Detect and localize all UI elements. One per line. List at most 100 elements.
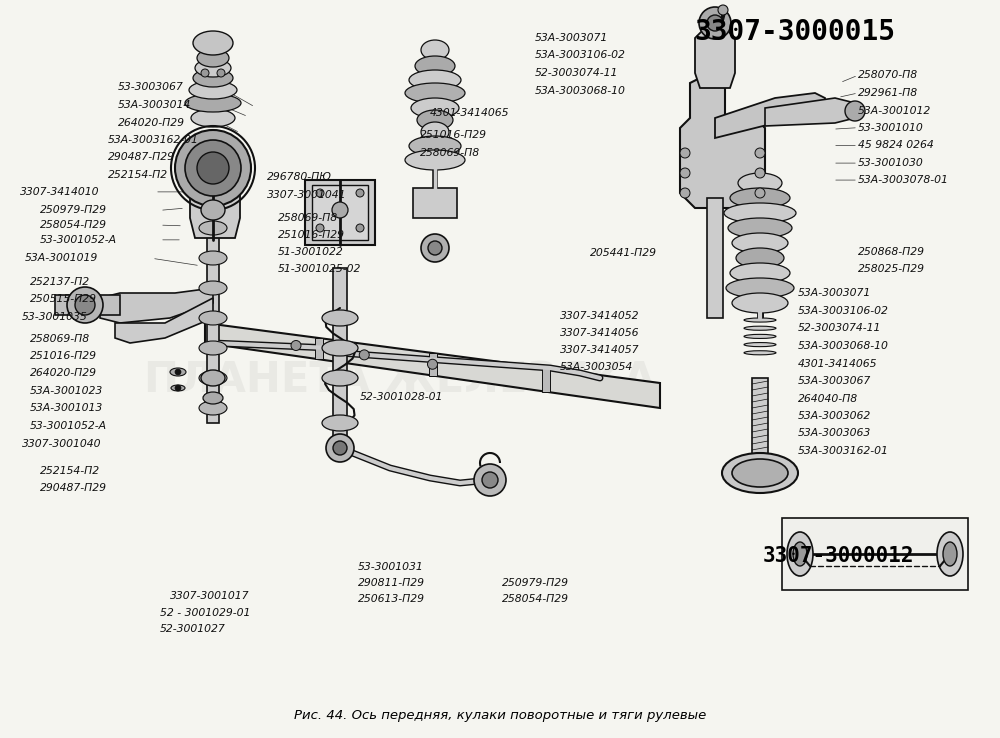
Text: 53А-3003106-02: 53А-3003106-02 bbox=[535, 50, 626, 61]
Text: 53А-3001013: 53А-3001013 bbox=[30, 403, 103, 413]
Bar bbox=[207, 208, 219, 423]
Ellipse shape bbox=[322, 370, 358, 386]
Ellipse shape bbox=[744, 342, 776, 347]
Circle shape bbox=[680, 168, 690, 178]
Text: 53-3001052-А: 53-3001052-А bbox=[40, 235, 117, 245]
Ellipse shape bbox=[201, 200, 225, 220]
Text: 52-3001028-01: 52-3001028-01 bbox=[360, 392, 443, 402]
Text: 290487-П29: 290487-П29 bbox=[40, 483, 107, 493]
Ellipse shape bbox=[75, 295, 95, 315]
Ellipse shape bbox=[332, 202, 348, 218]
Text: 53-3001052-А: 53-3001052-А bbox=[30, 421, 107, 431]
Ellipse shape bbox=[732, 459, 788, 487]
Text: 258054-П29: 258054-П29 bbox=[40, 220, 107, 230]
Ellipse shape bbox=[744, 318, 776, 322]
Ellipse shape bbox=[185, 94, 241, 112]
Polygon shape bbox=[680, 73, 765, 208]
Text: 53А-3003014: 53А-3003014 bbox=[118, 100, 191, 110]
Ellipse shape bbox=[415, 56, 455, 76]
Ellipse shape bbox=[199, 281, 227, 295]
Circle shape bbox=[291, 340, 301, 351]
Ellipse shape bbox=[738, 173, 782, 193]
Ellipse shape bbox=[195, 59, 231, 77]
Text: 53А-3003054: 53А-3003054 bbox=[560, 362, 633, 372]
Circle shape bbox=[316, 224, 324, 232]
Ellipse shape bbox=[744, 326, 776, 331]
Text: 53А-3003071: 53А-3003071 bbox=[798, 288, 871, 298]
Text: 3307-3414010: 3307-3414010 bbox=[20, 187, 100, 197]
Ellipse shape bbox=[203, 392, 223, 404]
Bar bbox=[752, 378, 768, 458]
Ellipse shape bbox=[732, 233, 788, 253]
Text: 53А-3001012: 53А-3001012 bbox=[858, 106, 931, 116]
Text: 252154-П2: 252154-П2 bbox=[40, 466, 100, 476]
Ellipse shape bbox=[322, 310, 358, 326]
Bar bbox=[782, 518, 968, 590]
Ellipse shape bbox=[322, 415, 358, 431]
Text: 53А-3003063: 53А-3003063 bbox=[798, 428, 871, 438]
Text: 53А-3001023: 53А-3001023 bbox=[30, 386, 103, 396]
Text: 258054-П29: 258054-П29 bbox=[502, 594, 569, 604]
Ellipse shape bbox=[199, 251, 227, 265]
Text: 3307-3414052: 3307-3414052 bbox=[560, 311, 640, 321]
Ellipse shape bbox=[189, 81, 237, 99]
Text: 52-3001027: 52-3001027 bbox=[160, 624, 226, 634]
Text: 53А-3003068-10: 53А-3003068-10 bbox=[798, 341, 889, 351]
Text: 53-3003067: 53-3003067 bbox=[118, 82, 184, 92]
Text: 53А-3003078-01: 53А-3003078-01 bbox=[858, 175, 949, 185]
Text: 251016-П29: 251016-П29 bbox=[278, 230, 345, 241]
Ellipse shape bbox=[699, 7, 731, 39]
Bar bbox=[707, 198, 723, 318]
Ellipse shape bbox=[409, 136, 461, 156]
Ellipse shape bbox=[722, 453, 798, 493]
Text: 53-3001031: 53-3001031 bbox=[358, 562, 424, 572]
Polygon shape bbox=[205, 323, 660, 408]
Ellipse shape bbox=[421, 234, 449, 262]
Text: 296780-ПЮ: 296780-ПЮ bbox=[267, 172, 332, 182]
Ellipse shape bbox=[736, 248, 784, 268]
Ellipse shape bbox=[937, 532, 963, 576]
Text: 4301-3414065: 4301-3414065 bbox=[430, 108, 510, 118]
Circle shape bbox=[428, 359, 438, 369]
Text: 53А-3003067: 53А-3003067 bbox=[798, 376, 871, 386]
Ellipse shape bbox=[417, 110, 453, 130]
Circle shape bbox=[482, 472, 498, 488]
Text: 264040-П8: 264040-П8 bbox=[798, 393, 858, 404]
Circle shape bbox=[175, 369, 181, 375]
Text: 3307-3000015: 3307-3000015 bbox=[694, 18, 896, 46]
Text: 3307-3414057: 3307-3414057 bbox=[560, 345, 640, 355]
Ellipse shape bbox=[787, 532, 813, 576]
Ellipse shape bbox=[421, 40, 449, 60]
Polygon shape bbox=[765, 98, 855, 126]
Ellipse shape bbox=[191, 109, 235, 127]
Text: 250613-П29: 250613-П29 bbox=[358, 594, 425, 604]
Text: 205441-П29: 205441-П29 bbox=[590, 248, 657, 258]
Ellipse shape bbox=[171, 385, 185, 391]
Text: 292961-П8: 292961-П8 bbox=[858, 88, 918, 98]
Text: 3307-3000012: 3307-3000012 bbox=[762, 545, 914, 566]
Ellipse shape bbox=[409, 70, 461, 90]
Ellipse shape bbox=[421, 122, 449, 142]
Polygon shape bbox=[115, 298, 213, 343]
Ellipse shape bbox=[726, 278, 794, 298]
Text: 3307-3001041: 3307-3001041 bbox=[267, 190, 347, 200]
Ellipse shape bbox=[405, 83, 465, 103]
Text: 3307-3001040: 3307-3001040 bbox=[22, 438, 102, 449]
Ellipse shape bbox=[732, 293, 788, 313]
Ellipse shape bbox=[175, 130, 251, 206]
Ellipse shape bbox=[943, 542, 957, 566]
Polygon shape bbox=[715, 93, 825, 138]
Text: 51-3001025-02: 51-3001025-02 bbox=[278, 264, 361, 275]
Text: 53А-3001019: 53А-3001019 bbox=[25, 253, 98, 263]
Bar bbox=[312, 185, 368, 240]
Text: 53-3001035: 53-3001035 bbox=[22, 311, 88, 322]
Text: 52 - 3001029-01: 52 - 3001029-01 bbox=[160, 607, 250, 618]
Bar bbox=[305, 180, 375, 245]
Ellipse shape bbox=[193, 31, 233, 55]
Bar bbox=[333, 268, 347, 438]
Bar bbox=[428, 353, 436, 376]
Circle shape bbox=[316, 189, 324, 197]
Ellipse shape bbox=[197, 49, 229, 67]
Ellipse shape bbox=[730, 263, 790, 283]
Ellipse shape bbox=[730, 188, 790, 208]
